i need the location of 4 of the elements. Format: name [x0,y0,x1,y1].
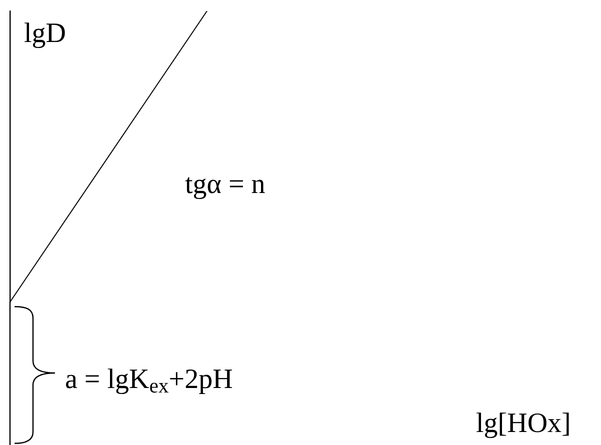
text: lg[HOx] [476,408,571,439]
annotation: lgD [24,18,66,49]
text: a = lgK$_{ex}$+2pH [65,364,233,398]
annotation: tgα = n [185,169,266,200]
